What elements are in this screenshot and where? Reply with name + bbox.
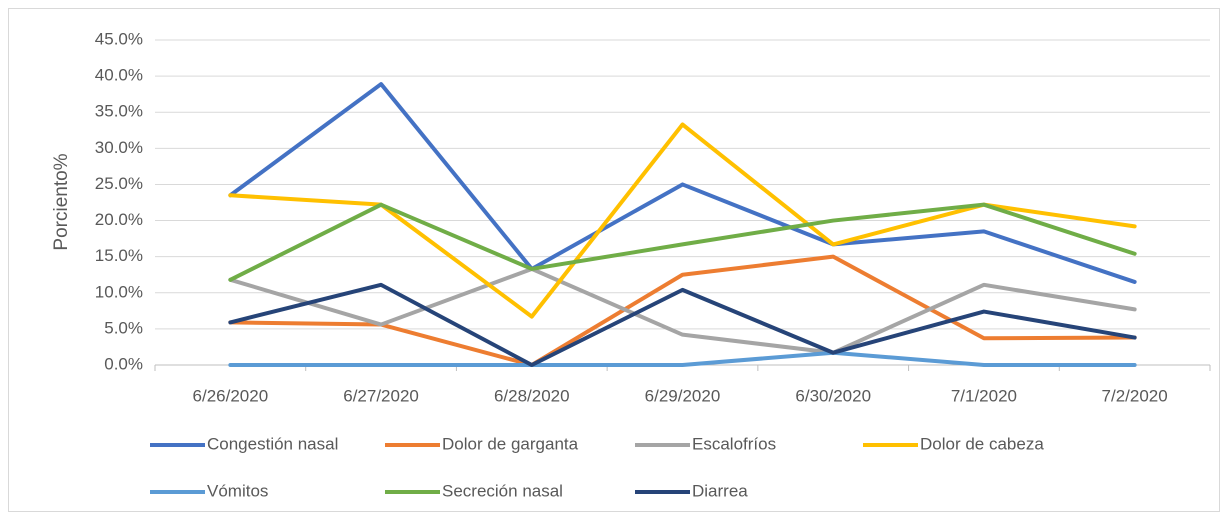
legend-label: Dolor de cabeza xyxy=(920,434,1044,453)
x-tick-label: 6/29/2020 xyxy=(645,386,721,405)
y-tick-label: 30.0% xyxy=(95,138,143,157)
y-tick-label: 5.0% xyxy=(104,318,143,337)
x-tick-label: 6/27/2020 xyxy=(343,386,419,405)
x-tick-label: 7/1/2020 xyxy=(951,386,1017,405)
x-tick-label: 6/30/2020 xyxy=(795,386,871,405)
series-line xyxy=(228,350,1137,367)
y-tick-label: 15.0% xyxy=(95,246,143,265)
y-tick-label: 20.0% xyxy=(95,210,143,229)
legend-label: Dolor de garganta xyxy=(442,434,579,453)
x-tick-label: 7/2/2020 xyxy=(1102,386,1168,405)
x-tick-label: 6/26/2020 xyxy=(193,386,269,405)
legend-label: Vómitos xyxy=(207,481,268,500)
y-tick-label: 35.0% xyxy=(95,102,143,121)
series-line xyxy=(228,282,1137,367)
series-line xyxy=(228,266,1137,355)
chart-frame xyxy=(8,8,1220,512)
legend-label: Escalofríos xyxy=(692,434,776,453)
legend-label: Congestión nasal xyxy=(207,434,338,453)
y-tick-label: 40.0% xyxy=(95,66,143,85)
y-axis-label: Porciento% xyxy=(51,153,72,250)
y-tick-label: 0.0% xyxy=(104,354,143,373)
legend-label: Secreción nasal xyxy=(442,481,563,500)
legend-label: Diarrea xyxy=(692,481,748,500)
x-tick-label: 6/28/2020 xyxy=(494,386,570,405)
series-line xyxy=(228,82,1137,284)
y-tick-label: 10.0% xyxy=(95,282,143,301)
series-line xyxy=(228,202,1137,282)
y-tick-label: 25.0% xyxy=(95,174,143,193)
y-tick-label: 45.0% xyxy=(95,29,143,48)
